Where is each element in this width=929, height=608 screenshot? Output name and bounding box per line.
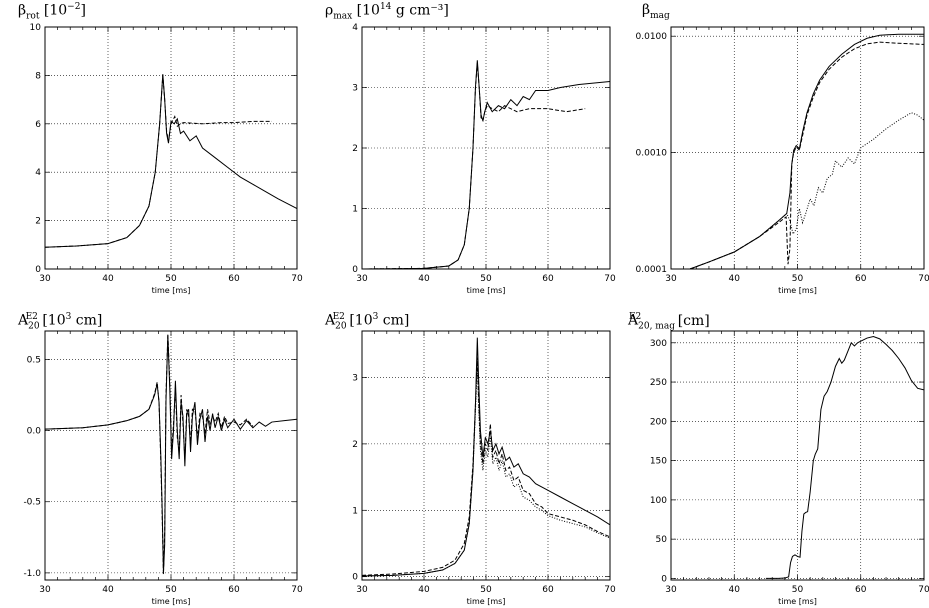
x-tick-label: 50 xyxy=(792,274,804,284)
y-tick-label: 300 xyxy=(650,339,667,349)
x-tick-label: 50 xyxy=(480,274,492,284)
x-tick-label: 60 xyxy=(542,274,554,284)
series-line-dotted xyxy=(362,364,610,577)
y-tick-label: -0.5 xyxy=(23,498,41,508)
series-line-solid xyxy=(765,335,924,579)
y-tick-label: 4 xyxy=(35,168,41,178)
x-tick-label: 60 xyxy=(228,585,240,595)
y-tick-label: 1 xyxy=(352,205,358,215)
x-tick-label: 50 xyxy=(165,585,177,595)
y-tick-label: 2 xyxy=(352,144,358,154)
series-line-dashed xyxy=(362,357,610,576)
series-line-dashed xyxy=(45,333,254,575)
y-tick-label: 50 xyxy=(656,535,668,545)
panel-beta-mag: 30 40 50 60 70 0.0001 0.0010 0.0100 time [ms] xyxy=(636,26,929,295)
x-axis-label: time [ms] xyxy=(778,597,817,606)
x-axis-label: time [ms] xyxy=(152,597,191,606)
x-axis-label: time [ms] xyxy=(467,597,506,606)
y-tick-label: 200 xyxy=(650,417,667,427)
x-tick-label: 60 xyxy=(228,274,240,284)
y-tick-label: 0.0001 xyxy=(636,265,668,275)
x-tick-label: 40 xyxy=(418,585,430,595)
x-tick-label: 60 xyxy=(855,585,867,595)
x-tick-label: 50 xyxy=(165,274,177,284)
x-tick-label: 30 xyxy=(665,274,677,284)
x-tick-label: 40 xyxy=(729,585,741,595)
x-tick-label: 70 xyxy=(291,585,303,595)
panel-rho-max: 30 40 50 60 70 0 1 2 3 4 time [ms] xyxy=(352,23,616,295)
panel-title-rho-max: ρmax [1014 g cm⁻³] xyxy=(325,2,449,22)
y-tick-label: 2 xyxy=(352,440,358,450)
y-tick-label: -1.0 xyxy=(23,569,41,579)
y-tick-label: 3 xyxy=(352,84,358,94)
panel-title-beta-rot: βrot [10−2] xyxy=(18,2,86,22)
y-tick-label: 0.5 xyxy=(27,355,41,365)
x-tick-label: 40 xyxy=(102,274,114,284)
plot-frame xyxy=(361,330,611,581)
x-tick-label: 30 xyxy=(39,274,51,284)
y-tick-label: 4 xyxy=(352,23,358,33)
x-tick-label: 30 xyxy=(39,585,51,595)
y-tick-label: 2 xyxy=(35,217,41,227)
y-tick-label: 6 xyxy=(35,120,41,130)
x-tick-label: 30 xyxy=(356,585,368,595)
x-tick-label: 70 xyxy=(604,585,616,595)
y-tick-label: 0.0 xyxy=(27,427,42,437)
panel-a20-mag: 30 40 50 60 70 0 50 100 150 200 250 300 time [ms] xyxy=(650,330,929,606)
x-tick-label: 50 xyxy=(480,585,492,595)
series-line-dotted xyxy=(689,112,924,269)
x-tick-label: 70 xyxy=(604,274,616,284)
series-line-dashed xyxy=(45,75,272,248)
x-tick-label: 40 xyxy=(729,274,741,284)
y-tick-label: 1 xyxy=(352,506,358,516)
x-axis-label: time [ms] xyxy=(778,286,817,295)
y-tick-label: 0 xyxy=(352,265,358,275)
panel-a20-e2-b: 30 40 50 60 70 0 1 2 3 time [ms] xyxy=(352,330,616,606)
y-tick-label: 0.0100 xyxy=(636,32,668,42)
panel-title-a20-e2-b: A20E2 [103 cm] xyxy=(325,312,410,332)
y-tick-label: 100 xyxy=(650,496,667,506)
x-tick-label: 70 xyxy=(291,274,303,284)
x-axis-label: time [ms] xyxy=(152,286,191,295)
y-tick-label: 8 xyxy=(35,71,41,81)
x-tick-label: 50 xyxy=(792,585,804,595)
y-tick-label: 0 xyxy=(35,265,41,275)
y-tick-label: 0.0010 xyxy=(636,149,668,159)
y-tick-label: 10 xyxy=(30,23,42,33)
panel-title-a20-mag: A20, magE2 [cm] xyxy=(628,312,710,332)
x-tick-label: 60 xyxy=(855,274,867,284)
y-tick-label: 0 xyxy=(352,573,358,583)
plot-frame xyxy=(44,330,298,581)
x-tick-label: 40 xyxy=(102,585,114,595)
y-tick-label: 250 xyxy=(650,378,667,388)
panel-a20-e2: 30 40 50 60 70 -1.0 -0.5 0.0 0.5 time [ms] xyxy=(23,330,303,606)
y-tick-label: 3 xyxy=(352,373,358,383)
x-tick-label: 30 xyxy=(356,274,368,284)
x-axis-label: time [ms] xyxy=(467,286,506,295)
series-line-dashed xyxy=(689,41,924,269)
x-tick-label: 40 xyxy=(418,274,430,284)
x-tick-label: 60 xyxy=(542,585,554,595)
series-line-solid xyxy=(689,33,924,269)
panel-title-a20-e2: A20E2 [103 cm] xyxy=(18,312,103,332)
x-tick-label: 30 xyxy=(665,585,677,595)
x-tick-label: 70 xyxy=(918,585,929,595)
series-line-dashed xyxy=(362,63,586,269)
y-tick-label: 0 xyxy=(661,574,667,584)
panel-title-beta-mag: βmag xyxy=(642,2,670,21)
y-tick-label: 150 xyxy=(650,457,667,467)
x-tick-label: 70 xyxy=(918,274,929,284)
series-line-solid xyxy=(45,74,297,248)
panel-beta-rot: 30 40 50 60 70 0 2 4 6 8 10 time [ms] xyxy=(30,23,303,295)
plot-frame xyxy=(670,330,925,581)
